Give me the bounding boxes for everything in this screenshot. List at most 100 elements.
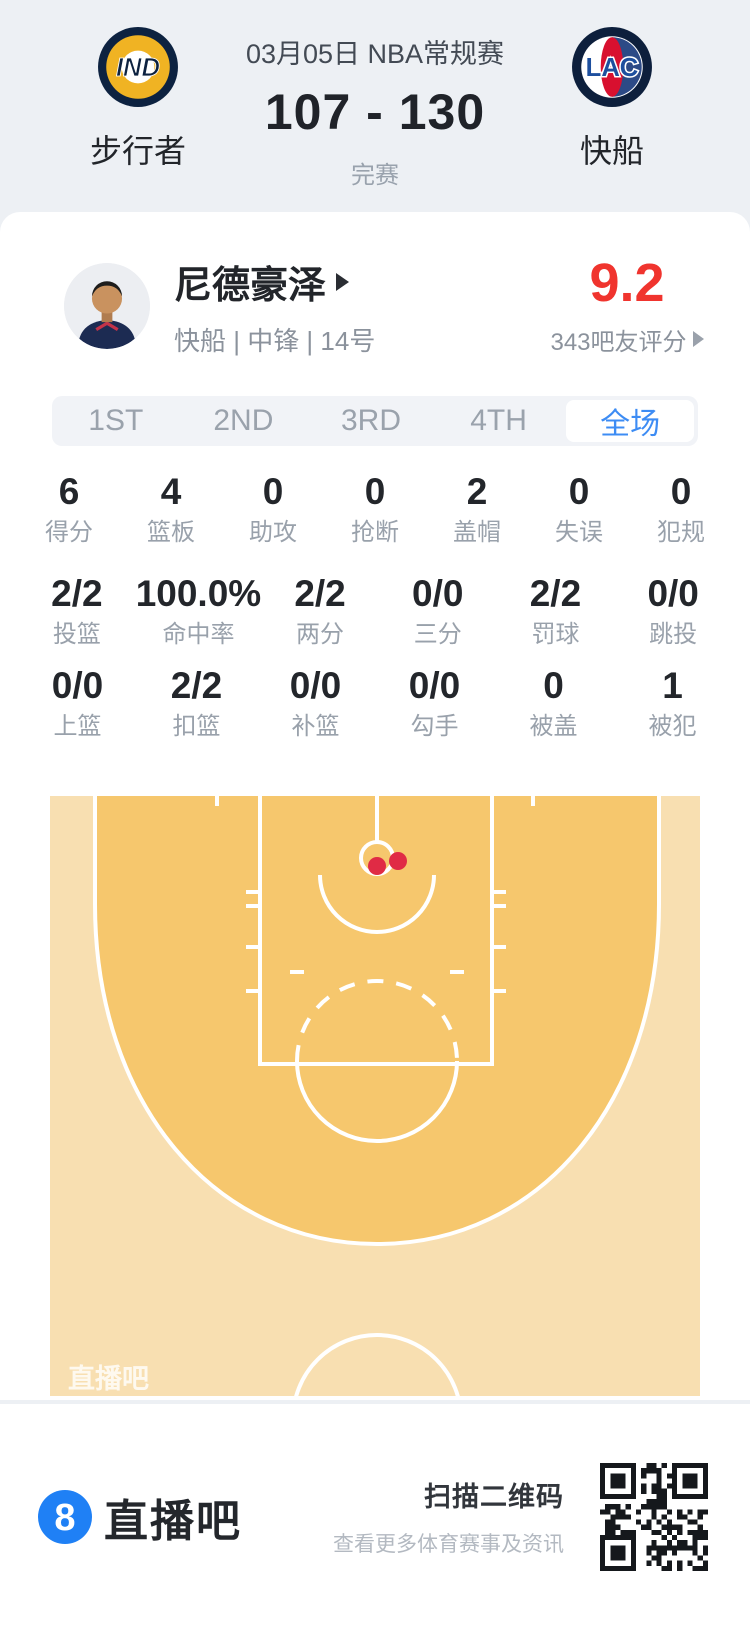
rating-block[interactable]: 9.2 343吧友评分 (542, 256, 712, 357)
stat-label: 两分 (296, 621, 345, 648)
stat-篮板: 4 篮板 (120, 472, 222, 546)
free-throw-circle-dashed (295, 979, 459, 1062)
footer: 8 直播吧 扫描二维码 查看更多体育赛事及资讯 (0, 1404, 750, 1629)
quarter-tabs: 1ST 2ND 3RD 4TH 全场 (52, 396, 698, 446)
match-status: 完赛 (351, 162, 399, 189)
stat-value: 100.0% (135, 573, 262, 614)
qr-code (600, 1462, 708, 1571)
stat-label: 得分 (45, 519, 93, 546)
stat-失误: 0 失误 (528, 472, 630, 546)
scan-text: 扫描二维码 查看更多体育赛事及资讯 (333, 1475, 564, 1558)
stat-value: 0 (568, 471, 590, 512)
home-team[interactable]: IND 步行者 (58, 0, 218, 172)
stat-勾手: 0/0 勾手 (375, 666, 494, 740)
court-watermark: 直播吧 (68, 1364, 149, 1394)
stat-row-3: 0/0 上篮 2/2 扣篮 0/0 补篮 0/0 勾手 0 被盖 1 被犯 (18, 666, 732, 740)
lane-hash-marks (246, 890, 506, 993)
stat-助攻: 0 助攻 (222, 472, 324, 546)
tab-3rd[interactable]: 3RD (340, 404, 401, 437)
stat-label: 命中率 (162, 621, 235, 648)
stat-label: 犯规 (657, 519, 705, 546)
stat-被盖: 0 被盖 (494, 666, 613, 740)
free-throw-circle-solid (295, 1060, 459, 1143)
player-avatar[interactable] (64, 263, 150, 349)
stat-label: 篮板 (147, 519, 195, 546)
rating-label: 343吧友评分 (550, 328, 687, 356)
stat-犯规: 0 犯规 (630, 472, 732, 546)
shot-chart: 直播吧 (50, 786, 700, 1505)
tab-2nd[interactable]: 2ND (213, 404, 274, 437)
stat-row-1: 6 得分 4 篮板 0 助攻 0 抢断 2 盖帽 0 失误 0 犯规 (18, 472, 732, 546)
stat-label: 助攻 (249, 519, 297, 546)
stat-value: 0 (543, 665, 564, 706)
player-meta: 快船 | 中锋 | 14号 (174, 326, 376, 356)
player-name: 尼德豪泽 (174, 265, 327, 307)
stat-label: 罚球 (531, 621, 580, 648)
stat-label: 失误 (555, 519, 603, 546)
tab-full[interactable]: 全场 (566, 400, 694, 442)
stat-value: 4 (160, 471, 182, 512)
stat-label: 投篮 (52, 621, 101, 648)
stat-上篮: 0/0 上篮 (18, 666, 137, 740)
stat-value: 6 (58, 471, 80, 512)
clippers-logo-icon: LAC (572, 27, 652, 107)
stat-两分: 2/2 两分 (261, 574, 379, 648)
stat-投篮: 2/2 投篮 (18, 574, 136, 648)
svg-text:8: 8 (54, 1497, 75, 1539)
stat-row-2: 2/2 投篮 100.0% 命中率 2/2 两分 0/0 三分 2/2 罚球 0/0 跳投 (18, 574, 732, 648)
stat-value: 0/0 (647, 573, 699, 614)
stat-value: 2/2 (51, 573, 103, 614)
three-point-line (93, 792, 661, 1247)
stat-label: 三分 (413, 621, 462, 648)
away-team[interactable]: LAC 快船 (532, 0, 692, 172)
brand-name: 直播吧 (104, 1496, 242, 1546)
svg-text:IND: IND (116, 54, 160, 82)
stat-label: 补篮 (291, 713, 340, 740)
match-date: 03月05日 NBA常规赛 (245, 39, 505, 69)
shot-dot-made (368, 857, 386, 875)
stat-label: 被盖 (529, 713, 578, 740)
stat-value: 2/2 (529, 573, 582, 614)
player-photo-icon (64, 263, 150, 349)
stat-value: 1 (662, 665, 683, 706)
tab-1st[interactable]: 1ST (88, 404, 144, 437)
court-diagram: 直播吧 (50, 786, 700, 1505)
stat-value: 2 (466, 471, 488, 512)
player-detail-arrow-icon (336, 272, 350, 291)
stat-被犯: 1 被犯 (613, 666, 732, 740)
rating-arrow-icon (692, 331, 704, 347)
tab-4th[interactable]: 4TH (470, 404, 527, 437)
brand: 8 直播吧 (38, 1485, 242, 1549)
stat-跳投: 0/0 跳投 (614, 574, 732, 648)
score-center: 03月05日 NBA常规赛 107 - 130 完赛 (218, 0, 532, 190)
stat-label: 上篮 (53, 713, 102, 740)
scan-title: 扫描二维码 (424, 1482, 564, 1512)
stat-抢断: 0 抢断 (324, 472, 426, 546)
stat-三分: 0/0 三分 (379, 574, 497, 648)
scoreboard: IND 步行者 03月05日 NBA常规赛 107 - 130 完赛 LAC 快… (0, 0, 750, 212)
zhibo8-badge-icon: 8 (38, 1489, 92, 1544)
stat-罚球: 2/2 罚球 (497, 574, 615, 648)
stats-section: 6 得分 4 篮板 0 助攻 0 抢断 2 盖帽 0 失误 0 犯规 2/2 投篮 100.0% 命中率 2/2 两分… (0, 446, 750, 740)
stat-得分: 6 得分 (18, 472, 120, 546)
stat-value: 0/0 (408, 665, 461, 706)
stat-value: 0/0 (51, 665, 104, 706)
player-stats-card: 尼德豪泽 快船 | 中锋 | 14号 9.2 343吧友评分 1ST 2ND 3RD… (0, 212, 750, 1505)
stat-label: 抢断 (351, 519, 399, 546)
svg-text:LAC: LAC (586, 54, 639, 82)
stat-扣篮: 2/2 扣篮 (137, 666, 256, 740)
stat-label: 扣篮 (172, 713, 221, 740)
match-score: 107 - 130 (264, 84, 486, 140)
stat-value: 0 (262, 471, 284, 512)
stat-value: 0 (364, 471, 386, 512)
player-rating: 9.2 (589, 252, 665, 313)
scan-subtitle: 查看更多体育赛事及资讯 (333, 1533, 564, 1556)
away-team-name: 快船 (579, 133, 644, 169)
pacers-logo-icon: IND (98, 27, 178, 107)
stat-盖帽: 2 盖帽 (426, 472, 528, 546)
stat-label: 跳投 (649, 621, 698, 648)
restricted-arc (318, 874, 436, 934)
stat-label: 盖帽 (453, 519, 501, 546)
player-info[interactable]: 尼德豪泽 快船 | 中锋 | 14号 (174, 254, 542, 358)
stat-value: 2/2 (294, 573, 346, 614)
